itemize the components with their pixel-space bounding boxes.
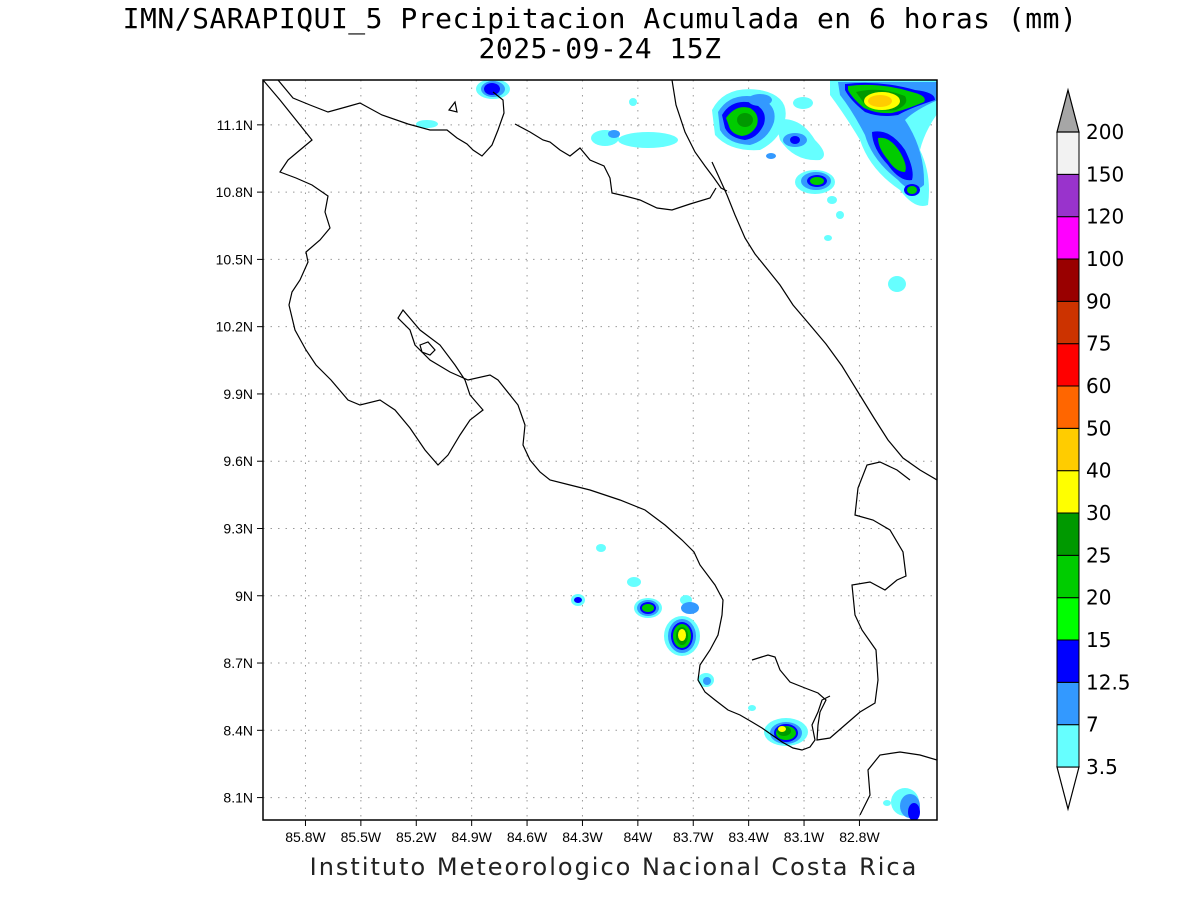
lat-tick-label: 8.4N [223,722,253,738]
lon-tick-label: 85.5W [341,829,382,845]
colorbar-swatch [1056,427,1080,472]
lon-tick-label: 83.1W [784,829,825,845]
colorbar-swatch [1056,470,1080,514]
colorbar-swatch [1056,216,1080,260]
colorbar-arrow-high [1056,87,1080,133]
colorbar-swatch [1056,681,1080,726]
colorbar-arrow-low [1056,766,1080,812]
lon-tick-label: 84.3W [562,829,603,845]
lat-tick-label: 9.6N [223,453,253,469]
axis-ticks: 85.8W 85.5W 85.2W 84.9W 84.6W 84.3W 84W 83.7W 83… [216,117,881,845]
precipitation-fields [416,80,937,820]
colorbar-swatch [1056,512,1080,556]
lat-tick-label: 10.8N [216,184,253,200]
lat-tick-label: 10.5N [216,251,253,267]
precip-cell [764,718,808,746]
colorbar-swatch [1056,173,1080,218]
colorbar-swatch [1056,258,1080,302]
map-title: IMN/SARAPIQUI_5 Precipitacion Acumulada … [122,2,1078,35]
colorbar-label: 50 [1086,416,1111,440]
lon-tick-label: 84.9W [451,829,492,845]
precip-cell [766,119,824,161]
lon-tick-label: 82.8W [839,829,880,845]
colorbar-label: 7 [1086,713,1099,737]
north-border [277,80,505,157]
lon-tick-label: 84W [623,829,653,845]
map-subtitle: 2025-09-24 15Z [478,32,722,65]
coastlines [263,80,937,816]
lat-tick-label: 10.2N [216,319,253,335]
colorbar-label: 150 [1086,162,1124,186]
colorbar-label: 30 [1086,501,1111,525]
colorbar-label: 60 [1086,374,1111,398]
precip-cell [795,170,844,241]
lat-tick-label: 9N [235,588,253,604]
footer-credit: Instituto Meteorologico Nacional Costa R… [309,853,919,881]
pacific-coast [263,80,831,751]
caribbean-coast [711,161,937,481]
colorbar-swatch [1056,597,1080,641]
colorbar-label: 25 [1086,543,1111,567]
precip-cell [883,788,920,820]
map-grid [263,80,937,820]
colorbar-swatch [1056,724,1080,768]
colorbar-swatch [1056,639,1080,683]
lat-tick-label: 8.7N [223,655,253,671]
precip-cell [591,130,678,148]
precip-cell [634,598,662,618]
burica-coast [859,751,937,816]
colorbar-swatch [1056,343,1080,387]
map-frame [262,79,938,821]
colorbar-swatch [1056,131,1080,175]
precip-cell [830,80,937,206]
lat-tick-label: 9.9N [223,386,253,402]
lat-tick-label: 8.1N [223,790,253,806]
precip-cell [712,89,813,151]
colorbar-label: 12.5 [1086,670,1131,694]
colorbar-label: 3.5 [1086,755,1118,779]
osa-peninsula [751,461,911,741]
lat-tick-label: 9.3N [223,520,253,536]
lake-shore [671,80,728,192]
colorbar-swatch [1056,385,1080,429]
lon-tick-label: 84.6W [507,829,548,845]
colorbar-swatch [1056,554,1080,599]
colorbar-label: 20 [1086,586,1111,610]
colorbar-label: 100 [1086,247,1124,271]
colorbar-label: 200 [1086,120,1124,144]
lat-tick-label: 11.1N [217,117,253,133]
colorbar-label: 15 [1086,628,1111,652]
lon-tick-label: 83.7W [673,829,714,845]
colorbar-label: 120 [1086,205,1124,229]
island [419,341,436,356]
lon-tick-label: 85.2W [396,829,437,845]
lon-tick-label: 83.4W [728,829,769,845]
colorbar-label: 40 [1086,459,1111,483]
colorbar-label: 75 [1086,332,1111,356]
colorbar: 3.5 7 12.5 15 20 25 30 40 50 60 75 90 100 120 150 200 [1056,87,1131,812]
colorbar-swatch [1056,300,1080,345]
precip-cell [476,80,510,99]
lon-tick-label: 85.8W [285,829,326,845]
precip-cell [664,616,700,656]
colorbar-label: 90 [1086,289,1111,313]
lake-nicaragua-coast [514,123,717,211]
islet [447,100,458,113]
